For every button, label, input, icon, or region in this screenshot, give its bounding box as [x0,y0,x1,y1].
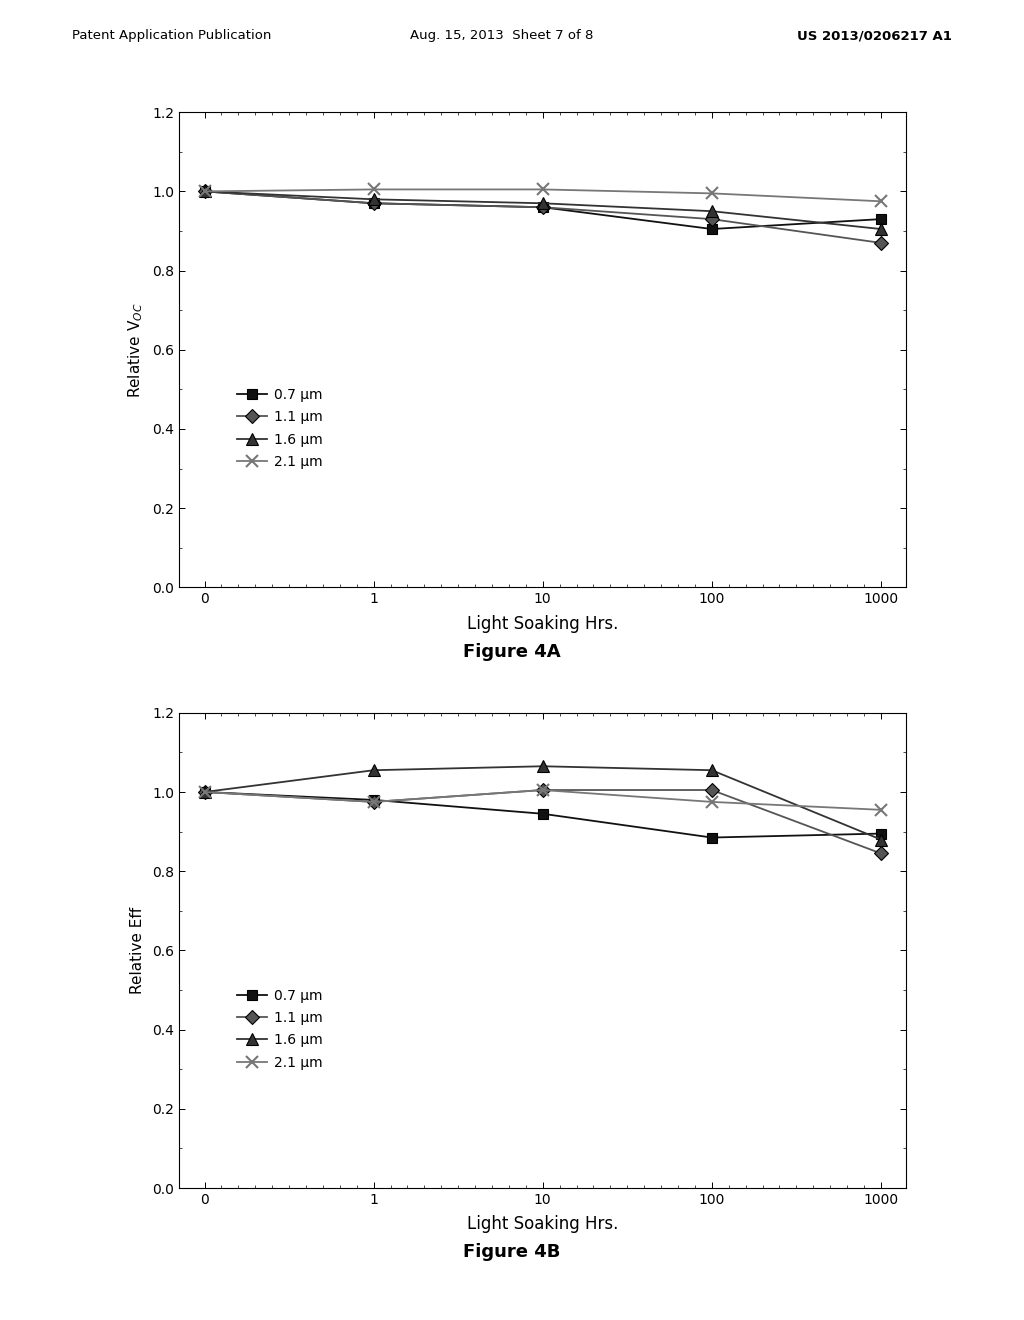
0.7 μm [199,183,211,199]
1.1 μm [874,235,887,251]
Text: Aug. 15, 2013  Sheet 7 of 8: Aug. 15, 2013 Sheet 7 of 8 [410,29,593,42]
0.7 μm [368,195,380,211]
Line: 1.6 μm: 1.6 μm [199,760,887,845]
1.6 μm [537,195,549,211]
2.1 μm [368,795,380,810]
1.1 μm [368,795,380,810]
0.7 μm [537,805,549,821]
Line: 1.1 μm: 1.1 μm [200,186,886,248]
1.1 μm [537,781,549,797]
1.1 μm [706,781,718,797]
Text: Patent Application Publication: Patent Application Publication [72,29,271,42]
1.6 μm [874,220,887,238]
1.6 μm [368,763,380,779]
Line: 1.6 μm: 1.6 μm [199,186,887,235]
1.1 μm [537,199,549,215]
Legend: 0.7 μm, 1.1 μm, 1.6 μm, 2.1 μm: 0.7 μm, 1.1 μm, 1.6 μm, 2.1 μm [229,982,330,1077]
1.1 μm [874,846,887,862]
0.7 μm [199,784,211,800]
1.6 μm [199,183,211,199]
1.1 μm [199,183,211,199]
Text: Figure 4B: Figure 4B [463,1243,561,1262]
2.1 μm [537,182,549,198]
1.6 μm [706,203,718,219]
Line: 0.7 μm: 0.7 μm [200,787,886,842]
0.7 μm [368,792,380,808]
0.7 μm [706,830,718,846]
2.1 μm [706,795,718,810]
Y-axis label: Relative V$_{OC}$: Relative V$_{OC}$ [127,302,145,397]
1.1 μm [368,195,380,211]
1.6 μm [368,191,380,207]
X-axis label: Light Soaking Hrs.: Light Soaking Hrs. [467,615,618,632]
0.7 μm [706,220,718,238]
1.6 μm [706,763,718,779]
Y-axis label: Relative Eff: Relative Eff [130,907,145,994]
1.6 μm [537,758,549,774]
1.6 μm [199,784,211,800]
2.1 μm [199,183,211,199]
0.7 μm [874,211,887,227]
2.1 μm [199,784,211,800]
X-axis label: Light Soaking Hrs.: Light Soaking Hrs. [467,1216,618,1233]
0.7 μm [874,826,887,842]
0.7 μm [537,199,549,215]
2.1 μm [537,781,549,797]
Text: US 2013/0206217 A1: US 2013/0206217 A1 [798,29,952,42]
2.1 μm [874,194,887,210]
1.1 μm [199,784,211,800]
Text: Figure 4A: Figure 4A [463,643,561,661]
2.1 μm [874,803,887,818]
Line: 2.1 μm: 2.1 μm [199,784,887,816]
Line: 0.7 μm: 0.7 μm [200,186,886,234]
1.1 μm [706,211,718,227]
2.1 μm [706,186,718,202]
Line: 2.1 μm: 2.1 μm [199,183,887,207]
2.1 μm [368,182,380,198]
Legend: 0.7 μm, 1.1 μm, 1.6 μm, 2.1 μm: 0.7 μm, 1.1 μm, 1.6 μm, 2.1 μm [229,381,330,477]
1.6 μm [874,832,887,847]
Line: 1.1 μm: 1.1 μm [200,785,886,858]
